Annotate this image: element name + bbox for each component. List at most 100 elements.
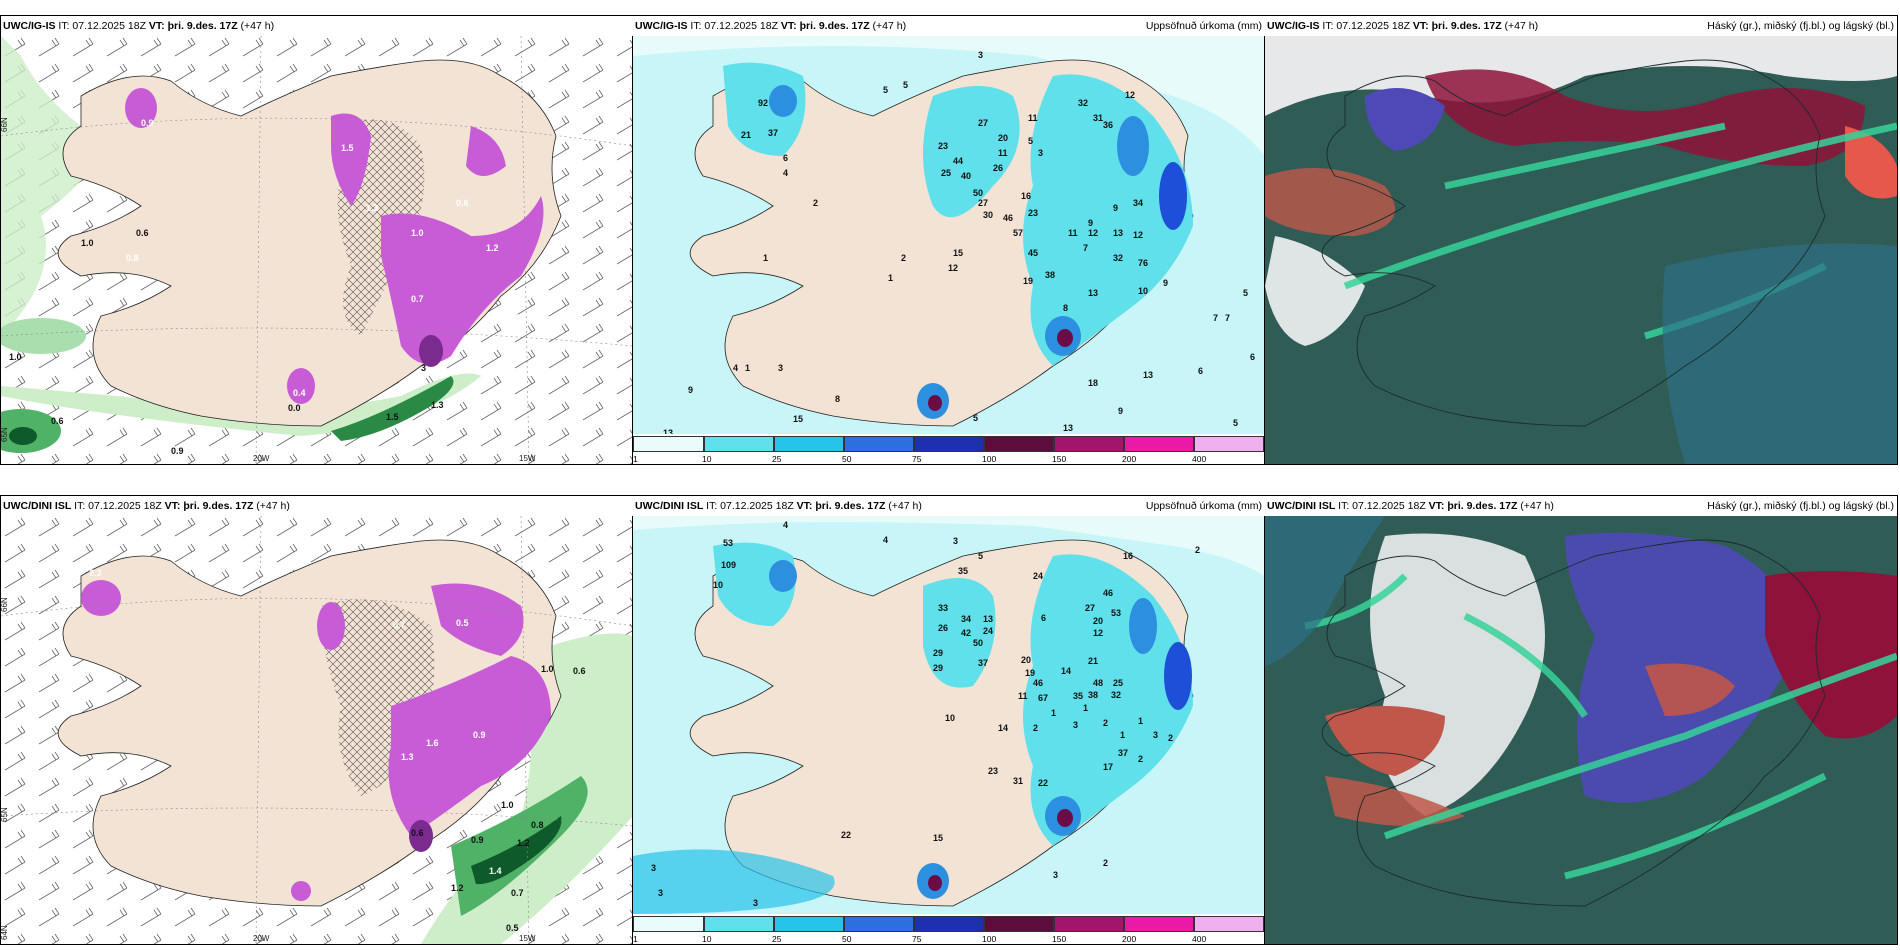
lat-label: 65N [1, 427, 9, 442]
value-label: 14 [998, 723, 1008, 733]
legend-box [1124, 436, 1194, 452]
accumulated-precip-panel-bottom: UWC/DINI ISL IT: 07.12.2025 18Z VT: þri.… [632, 495, 1266, 945]
value-label: 3 [1053, 870, 1058, 880]
legend-box [1054, 436, 1124, 452]
value-label: 1.5 [341, 143, 354, 153]
value-label: 40 [961, 171, 971, 181]
value-label: 1.0 [411, 228, 424, 238]
precip-area-green [1, 373, 481, 436]
precip-area-green [421, 633, 633, 944]
graticule [1, 516, 633, 944]
vt-label: VT: [796, 500, 813, 512]
wind-map-svg: 66N 65N 64N 20W 15W 2.3 0.7 0.5 0.9 1.3 … [1, 516, 633, 944]
value-label: 29 [933, 648, 943, 658]
value-label: 4 [733, 363, 738, 373]
vt-label: VT: [780, 20, 797, 32]
cloud-map-svg [1265, 36, 1897, 464]
value-label: 1 [745, 363, 750, 373]
vt-label: VT: [148, 20, 165, 32]
cloud-area-mid [1365, 88, 1445, 151]
value-label: 13 [1113, 228, 1123, 238]
legend-tick: 25 [772, 934, 782, 944]
value-label: 35 [958, 566, 968, 576]
vt-label: VT: [1412, 20, 1429, 32]
legend-box [1194, 916, 1264, 932]
value-label: 26 [938, 623, 948, 633]
precip-values: 4 4 3 53 109 10 5 35 16 2 33 34 13 24 27… [651, 520, 1200, 908]
accum-map[interactable]: 3 5 5 11 32 12 21 92 37 4 23 44 27 20 5 … [633, 36, 1265, 434]
value-label: 0.0 [288, 403, 301, 413]
value-label: 12 [948, 263, 958, 273]
snow-area-purple [331, 113, 371, 206]
value-label: 8 [1063, 303, 1068, 313]
value-label: 3 [1038, 148, 1043, 158]
value-label: 2 [1195, 545, 1200, 555]
value-label: 37 [978, 658, 988, 668]
value-label: 13 [1143, 370, 1153, 380]
value-label: 1.3 [366, 203, 379, 213]
legend-tick: 75 [912, 454, 922, 464]
legend-box [1194, 436, 1264, 452]
snow-area-purple [287, 368, 315, 404]
init-time: IT: 07.12.2025 18Z [74, 500, 162, 512]
wind-map[interactable]: 66N 65N 20W 15W 1.0 0.6 0.9 1.3 1.5 0.6 … [1, 36, 633, 464]
precip-area-white [633, 516, 1265, 576]
snow-area-purple [419, 335, 443, 367]
legend-box [1124, 916, 1194, 932]
precip-area-blue [1117, 116, 1149, 176]
value-label: 12 [1133, 230, 1143, 240]
coastline [1321, 59, 1826, 427]
value-label: 0.5 [506, 923, 519, 933]
value-label: 0.8 [126, 253, 139, 263]
precip-area-green [1, 36, 101, 336]
accum-map[interactable]: 4 4 3 53 109 10 5 35 16 2 33 34 13 24 27… [633, 516, 1265, 914]
accum-map-svg: 3 5 5 11 32 12 21 92 37 4 23 44 27 20 5 … [633, 36, 1265, 434]
wind-map[interactable]: 66N 65N 64N 20W 15W 2.3 0.7 0.5 0.9 1.3 … [1, 516, 633, 944]
value-label: 0.7 [393, 620, 406, 630]
value-label: 1 [1083, 703, 1088, 713]
value-label: 4 [783, 520, 788, 530]
value-label: 17 [1103, 762, 1113, 772]
value-label: 15 [793, 414, 803, 424]
value-label: 0.6 [411, 828, 424, 838]
cloud-map[interactable] [1265, 516, 1897, 944]
value-label: 9 [1113, 203, 1118, 213]
value-label: 1.3 [431, 400, 444, 410]
legend-box [1054, 916, 1124, 932]
cloud-area-red [1845, 126, 1897, 199]
graticule [1, 36, 633, 464]
cloud-area-high [1765, 571, 1897, 739]
legend-box [984, 436, 1054, 452]
precip-area-dark [9, 427, 37, 445]
legend-box [774, 916, 844, 932]
model-name: UWC/DINI ISL [3, 500, 72, 512]
value-label: 76 [1138, 258, 1148, 268]
value-label: 18 [1088, 378, 1098, 388]
value-label: 7 [1213, 313, 1218, 323]
precip-area-blue [769, 85, 797, 117]
value-label: 11 [998, 148, 1008, 158]
value-label: 3 [1153, 730, 1158, 740]
value-label: 9 [1118, 406, 1123, 416]
value-label: 25 [941, 168, 951, 178]
value-label: 32 [1113, 253, 1123, 263]
model-name: UWC/DINI ISL [1267, 500, 1336, 512]
value-label: 1.6 [426, 738, 439, 748]
snow-area-purple [317, 602, 345, 650]
value-label: 46 [1103, 588, 1113, 598]
lon-label: 15W [519, 454, 536, 463]
legend-tick: 100 [982, 454, 997, 464]
cloud-map[interactable] [1265, 36, 1897, 464]
snow-area-purple [388, 656, 551, 836]
lat-label: 64N [1, 925, 9, 940]
value-label: 50 [973, 638, 983, 648]
value-label: 46 [1003, 213, 1013, 223]
legend-tick: 150 [1052, 934, 1067, 944]
cloud-map-svg [1265, 516, 1897, 944]
value-label: 6 [1041, 613, 1046, 623]
value-label: 13 [1088, 288, 1098, 298]
cloud-cover-panel-top: UWC/IG-IS IT: 07.12.2025 18Z VT: þri. 9.… [1264, 15, 1898, 465]
value-label: 1 [763, 253, 768, 263]
value-label: 6 [1250, 352, 1255, 362]
legend-tick: 75 [912, 934, 922, 944]
